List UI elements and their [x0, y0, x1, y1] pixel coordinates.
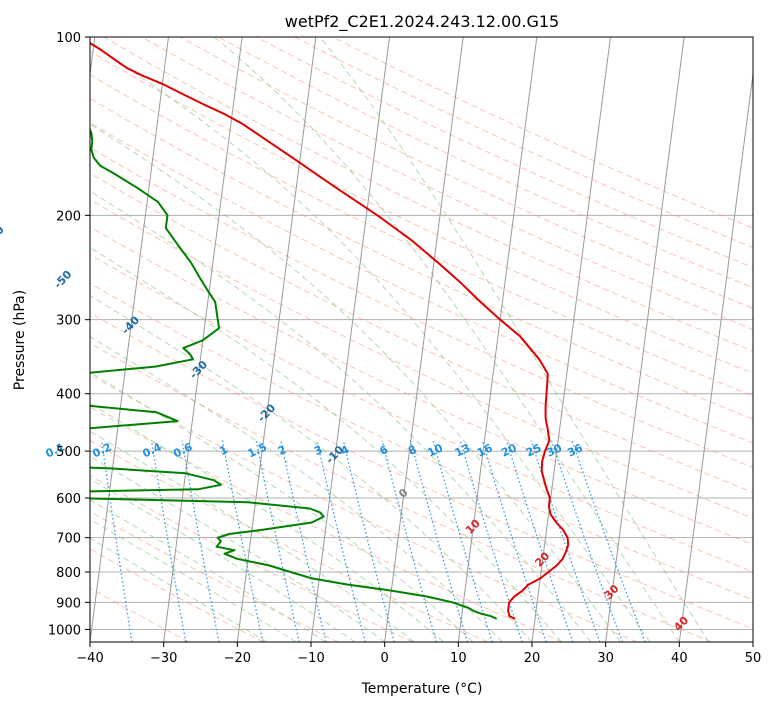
dry-adiabat-line: [90, 172, 753, 494]
moist-adiabat-line: [90, 123, 621, 642]
y-tick-label: 300: [56, 314, 81, 329]
y-tick-label: 200: [56, 209, 81, 224]
dry-adiabat-line: [90, 374, 638, 642]
mixing-ratio-line: [221, 440, 264, 642]
x-tick-label: −40: [76, 651, 103, 666]
isotherm-line: [605, 37, 685, 642]
isotherm-line: [678, 70, 753, 642]
dry-adiabat-line: [217, 37, 753, 289]
dry-adiabat-line: [90, 97, 753, 420]
dry-adiabat-line: [90, 548, 264, 642]
isotherm-line: [384, 37, 464, 642]
x-tick-label: 40: [671, 651, 688, 666]
isotherm-line: [310, 37, 390, 642]
moist-adiabats: [90, 37, 710, 642]
mixing-ratio-label: 16: [475, 441, 495, 459]
moist-adiabat-line: [214, 37, 680, 642]
dewpoint-profile-line: [90, 127, 498, 620]
moist-adiabat-line: [90, 42, 651, 642]
x-tick-label: 30: [597, 651, 614, 666]
mixing-ratio-label: 25: [524, 441, 543, 459]
mixing-ratio-line: [181, 440, 220, 642]
y-tick-label: 1000: [48, 623, 81, 638]
mixing-ratio-line: [255, 440, 300, 642]
y-axis-title: Pressure (hPa): [12, 290, 28, 390]
dry-adiabat-line: [90, 342, 712, 642]
plot-area: [90, 37, 753, 642]
x-tick-label: −10: [297, 651, 324, 666]
x-axis-ticks: −40 −30 −20 −10 0 10 20 30 40 50: [76, 642, 761, 666]
y-tick-label: 800: [56, 566, 81, 581]
y-tick-label: 900: [56, 596, 81, 611]
x-tick-label: −30: [150, 651, 177, 666]
moist-adiabat-line: [90, 190, 592, 642]
dry-adiabat-line: [90, 199, 753, 519]
moist-adiabat-line: [90, 455, 385, 642]
isotherm-line: [90, 37, 169, 642]
isotherm-line: [236, 37, 317, 642]
mixing-ratio-label: 30: [545, 441, 565, 459]
dry-adiabat-line: [90, 282, 753, 601]
dry-adiabat-line: [90, 312, 753, 630]
moist-adiabat-line: [90, 478, 356, 642]
x-tick-label: 0: [381, 651, 389, 666]
mixing-ratio-line: [550, 440, 624, 642]
chart-title: wetPf2_C2E1.2024.243.12.00.G15: [285, 12, 559, 32]
mixing-ratio-label: 36: [565, 441, 585, 459]
x-tick-label: 20: [524, 651, 541, 666]
moist-adiabat-line: [90, 336, 503, 642]
mixing-ratio-label: 20: [499, 441, 519, 459]
isotherms: [90, 37, 753, 642]
mixing-ratio-label: 10: [426, 441, 446, 459]
moist-adiabat-line: [90, 537, 268, 642]
moist-adiabat-line: [90, 430, 415, 642]
moist-adiabat-line: [90, 294, 533, 642]
moist-adiabat-line: [90, 371, 474, 642]
mixing-ratio-line: [409, 440, 469, 642]
x-tick-label: 10: [450, 651, 467, 666]
mixing-ratio-line: [342, 440, 395, 642]
y-tick-label: 500: [56, 445, 81, 460]
sounding-profiles: [90, 41, 570, 620]
y-tick-label: 700: [56, 532, 81, 547]
isotherm-line: [457, 37, 538, 642]
dry-adiabat-line: [90, 254, 753, 573]
isotherm-line: [531, 37, 611, 642]
moist-adiabat-line: [319, 37, 710, 642]
y-axis-ticks: 100 200 300 400 500 600 700 800 900 1000: [48, 31, 90, 638]
mixing-ratio-line: [432, 440, 493, 642]
dry-adiabat-line: [90, 226, 753, 546]
moist-adiabat-line: [90, 246, 562, 642]
plot-frame: [89, 36, 754, 643]
dry-adiabats: [90, 37, 753, 642]
mixing-ratio-line: [381, 440, 438, 642]
mixing-ratio-line: [150, 440, 187, 642]
y-tick-label: 400: [56, 388, 81, 403]
mixing-ratio-line: [571, 440, 646, 642]
dry-adiabat-line: [90, 406, 563, 642]
dry-adiabat-line: [103, 37, 753, 352]
moist-adiabat-line: [90, 518, 297, 642]
dry-adiabat-line: [90, 440, 488, 642]
x-tick-label: −20: [224, 651, 251, 666]
mixing-ratio-line: [101, 440, 133, 642]
isotherm-label: -60: [0, 223, 7, 247]
dry-adiabat-line: [179, 37, 753, 309]
temperature-profile-line: [90, 41, 570, 620]
y-tick-label: 100: [56, 31, 81, 46]
mixing-ratio-label: 13: [453, 441, 472, 459]
mixing-ratio-line: [280, 440, 327, 642]
dry-adiabat-line: [90, 122, 753, 444]
x-axis-title: Temperature (°C): [361, 681, 483, 697]
moist-adiabat-line: [90, 402, 444, 642]
dry-adiabat-line: [90, 510, 339, 642]
y-tick-label: 600: [56, 492, 81, 507]
x-tick-label: 50: [745, 651, 762, 666]
mixing-ratio-line: [316, 440, 366, 642]
dry-adiabat-line: [90, 50, 753, 374]
